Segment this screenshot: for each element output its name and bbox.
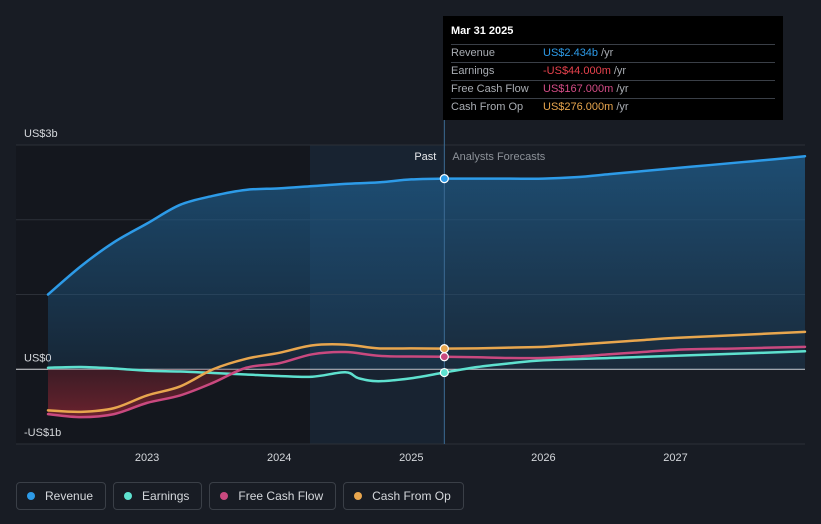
series-marker	[439, 352, 449, 362]
past-label: Past	[414, 151, 436, 163]
tooltip-unit: /yr	[613, 65, 627, 77]
tooltip-value: US$167.000m	[543, 83, 614, 95]
legend-label: Earnings	[142, 489, 190, 503]
series-marker	[439, 344, 449, 354]
x-tick-label: 2027	[663, 452, 687, 464]
legend-label: Revenue	[45, 489, 94, 503]
tooltip-label: Revenue	[451, 47, 496, 59]
tooltip-row-free-cash-flow: Free Cash Flow US$167.000m /yr	[451, 80, 775, 98]
series-line	[46, 330, 807, 414]
tooltip-markers	[439, 174, 449, 378]
tooltip-row-cash-from-op: Cash From Op US$276.000m /yr	[451, 98, 775, 116]
axis-labels: US$3b US$0 -US$1b 2023 2024 2025 2026 2027	[24, 128, 688, 464]
tooltip-value: -US$44.000m	[543, 65, 611, 77]
series-line	[46, 350, 807, 383]
tooltip-unit: /yr	[601, 47, 614, 59]
legend-item-free-cash-flow[interactable]: Free Cash Flow	[209, 482, 337, 510]
tooltip-unit: /yr	[616, 101, 629, 113]
x-tick-label: 2024	[267, 452, 291, 464]
legend-dot-icon	[354, 492, 363, 500]
legend-label: Free Cash Flow	[238, 489, 324, 503]
y-tick-label: US$0	[24, 352, 52, 364]
x-tick-label: 2026	[531, 452, 555, 464]
legend-dot-icon	[27, 492, 35, 500]
tooltip-date: Mar 31 2025	[451, 25, 514, 37]
forecast-label: Analysts Forecasts	[452, 151, 545, 163]
legend-item-earnings[interactable]: Earnings	[113, 482, 203, 510]
legend-item-revenue[interactable]: Revenue	[16, 482, 107, 510]
y-tick-label: US$3b	[24, 128, 58, 140]
legend-label: Cash From Op	[372, 489, 451, 503]
tooltip-label: Cash From Op	[451, 101, 524, 113]
tooltip-label: Free Cash Flow	[451, 83, 529, 95]
tooltip-panel: Mar 31 2025 Revenue US$2.434b /yr Earnin…	[443, 16, 783, 120]
tooltip-label: Earnings	[451, 65, 495, 77]
tooltip-unit: /yr	[616, 83, 629, 95]
x-tick-label: 2023	[135, 452, 159, 464]
series-lines	[46, 154, 807, 419]
tooltip-value: US$276.000m	[543, 101, 614, 113]
series-areas	[48, 156, 805, 418]
series-line	[46, 345, 807, 419]
legend-item-cash-from-op[interactable]: Cash From Op	[343, 482, 464, 510]
x-tick-label: 2025	[399, 452, 423, 464]
legend-dot-icon	[124, 492, 133, 500]
legend-dot-icon	[220, 492, 229, 500]
tooltip-value: US$2.434b	[543, 47, 599, 59]
tooltip-row-revenue: Revenue US$2.434b /yr	[451, 44, 775, 62]
y-tick-label: -US$1b	[24, 427, 61, 439]
negative-area	[48, 369, 445, 418]
series-marker	[439, 174, 449, 184]
series-marker	[439, 367, 449, 378]
legend: Revenue Earnings Free Cash Flow Cash Fro…	[16, 482, 464, 510]
series-line	[46, 154, 807, 296]
tooltip-row-earnings: Earnings -US$44.000m /yr	[451, 62, 775, 80]
revenue-area	[48, 156, 805, 370]
